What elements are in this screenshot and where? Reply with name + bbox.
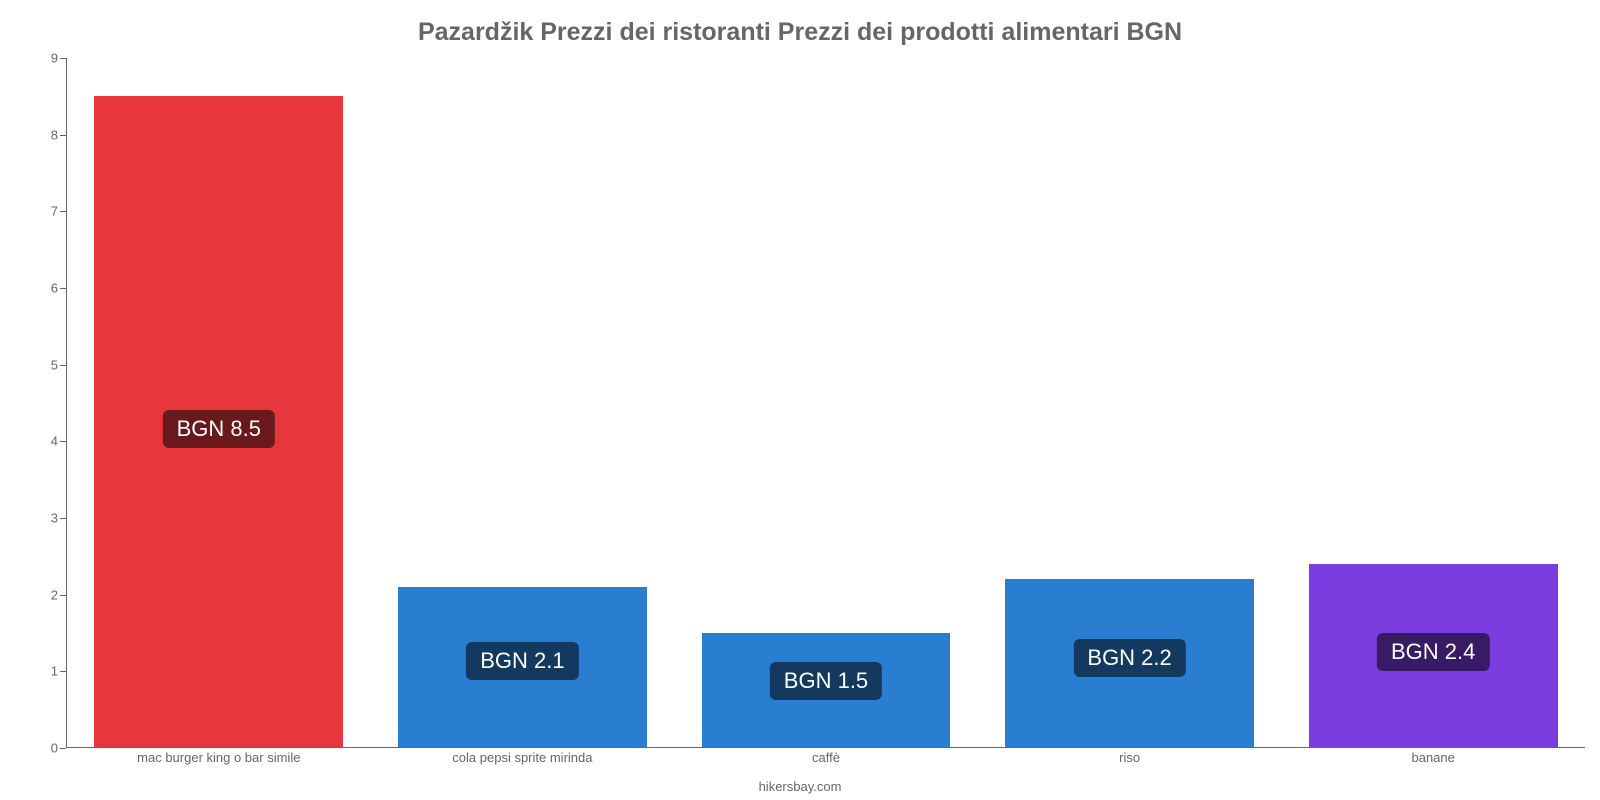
bar: BGN 2.4 [1309, 564, 1558, 748]
x-tick-label: caffè [812, 750, 840, 765]
x-tick-label: cola pepsi sprite mirinda [452, 750, 592, 765]
x-axis-line [66, 747, 1585, 748]
source-label: hikersbay.com [0, 779, 1600, 794]
value-badge: BGN 1.5 [770, 662, 882, 700]
plot-area: BGN 8.5 BGN 2.1 BGN 1.5 BGN 2.2 BGN 2.4 [67, 58, 1585, 748]
x-tick-label: riso [1119, 750, 1140, 765]
bar: BGN 2.2 [1005, 579, 1254, 748]
value-badge: BGN 8.5 [163, 410, 275, 448]
bar: BGN 2.1 [398, 587, 647, 748]
y-tick-label: 5 [51, 357, 58, 372]
y-tick-label: 6 [51, 281, 58, 296]
x-tick-label: mac burger king o bar simile [137, 750, 300, 765]
y-tick-label: 8 [51, 127, 58, 142]
y-tick-mark [60, 748, 66, 749]
y-tick-label: 1 [51, 664, 58, 679]
y-axis: 0123456789 [40, 58, 60, 748]
value-badge: BGN 2.1 [466, 642, 578, 680]
x-axis-labels: mac burger king o bar simile cola pepsi s… [67, 750, 1585, 770]
y-tick-label: 4 [51, 434, 58, 449]
value-badge: BGN 2.2 [1073, 639, 1185, 677]
y-tick-label: 2 [51, 587, 58, 602]
y-tick-label: 9 [51, 51, 58, 66]
y-tick-label: 3 [51, 511, 58, 526]
chart-title: Pazardžik Prezzi dei ristoranti Prezzi d… [0, 0, 1600, 47]
x-tick-label: banane [1411, 750, 1454, 765]
bar: BGN 8.5 [94, 96, 343, 748]
y-tick-label: 7 [51, 204, 58, 219]
chart-area: 0123456789 BGN 8.5BGN 2.1BGN 1.5BGN 2.2B… [40, 58, 1585, 748]
bar: BGN 1.5 [702, 633, 951, 748]
value-badge: BGN 2.4 [1377, 633, 1489, 671]
y-tick-label: 0 [51, 741, 58, 756]
